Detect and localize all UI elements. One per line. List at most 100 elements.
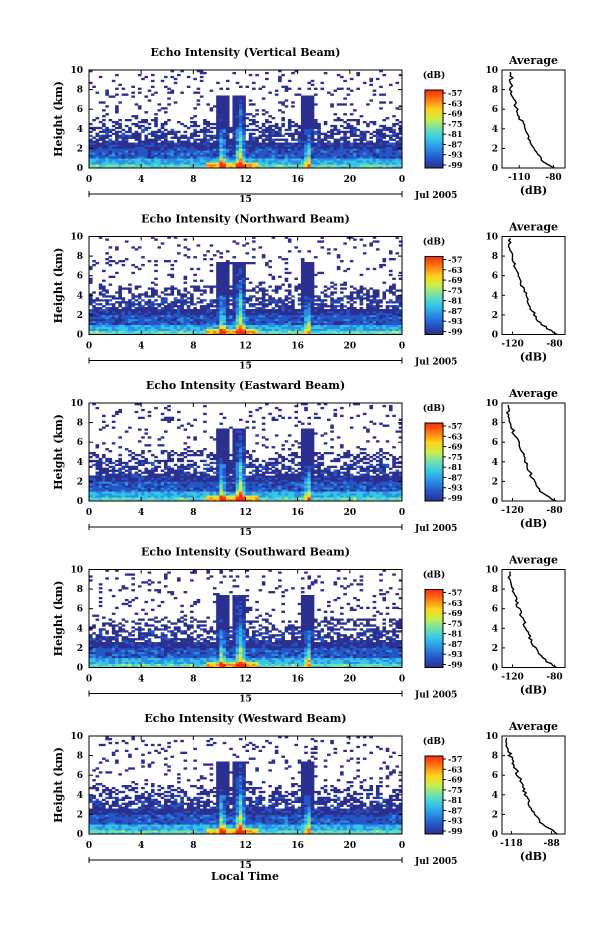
heatmap-cell: [232, 318, 237, 322]
heatmap-cell: [98, 469, 103, 472]
heatmap-cell: [170, 318, 175, 322]
heatmap-cell: [320, 307, 325, 310]
heatmap-cell: [349, 320, 354, 324]
heatmap-cell: [317, 312, 321, 316]
heatmap-cell: [242, 140, 246, 143]
heatmap-cell: [388, 101, 393, 104]
heatmap-cell: [281, 138, 285, 141]
heatmap-cell: [216, 328, 220, 331]
heatmap-cell: [388, 305, 393, 308]
heatmap-cell: [219, 103, 224, 106]
heatmap-cell: [369, 158, 374, 161]
heatmap-cell: [284, 330, 289, 333]
heatmap-cell: [300, 320, 305, 324]
heatmap-cell: [375, 77, 380, 81]
heatmap-cell: [291, 142, 295, 145]
heatmap-cell: [121, 150, 126, 153]
heatmap-cell: [225, 117, 230, 120]
heatmap-cell: [343, 156, 347, 159]
heatmap-cell: [327, 130, 331, 134]
heatmap-cell: [115, 307, 119, 310]
heatmap-cell: [209, 109, 214, 112]
heatmap-cell: [186, 314, 191, 318]
heatmap-cell: [108, 491, 113, 494]
heatmap-cell: [170, 140, 175, 143]
heatmap-cell: [115, 148, 119, 151]
heatmap-cell: [163, 150, 168, 153]
heatmap-cell: [349, 326, 354, 329]
heatmap-cell: [108, 256, 113, 259]
heatmap-cell: [203, 152, 207, 155]
heatmap-cell: [219, 111, 224, 114]
heatmap-cell: [89, 465, 93, 469]
heatmap-cell: [291, 150, 295, 153]
heatmap-cell: [177, 130, 181, 134]
heatmap-cell: [98, 471, 103, 474]
heatmap-cell: [203, 314, 207, 318]
heatmap-cell: [327, 162, 331, 165]
heatmap-cell: [216, 277, 220, 280]
heatmap-cell: [327, 332, 331, 335]
heatmap-cell: [330, 309, 334, 312]
heatmap-cell: [372, 130, 377, 134]
heatmap-cell: [95, 465, 100, 469]
heatmap-cell: [150, 152, 155, 155]
heatmap-cell: [248, 295, 253, 298]
heatmap-cell: [92, 332, 96, 335]
heatmap-cell: [382, 260, 387, 263]
heatmap-cell: [167, 332, 171, 335]
heatmap-cell: [222, 289, 227, 292]
heatmap-cell: [340, 283, 344, 286]
heatmap-cell: [300, 120, 305, 124]
heatmap-cell: [255, 316, 259, 320]
heatmap-cell: [128, 146, 132, 149]
heatmap-cell: [242, 134, 246, 137]
heatmap-cell: [225, 138, 230, 141]
heatmap-cell: [118, 408, 122, 412]
heatmap-cell: [131, 330, 135, 333]
heatmap-cell: [356, 289, 360, 292]
heatmap-cell: [225, 250, 230, 253]
heatmap-cell: [356, 87, 360, 90]
heatmap-cell: [98, 152, 103, 155]
heatmap-cell: [294, 166, 299, 169]
heatmap-cell: [193, 307, 197, 310]
panel-title: Echo Intensity (Vertical Beam): [150, 46, 340, 59]
heatmap-cell: [278, 126, 282, 130]
heatmap-cell: [398, 295, 403, 298]
heatmap-cell: [300, 293, 305, 296]
heatmap-cell: [369, 332, 374, 335]
heatmap-cell: [95, 326, 100, 329]
heatmap-cell: [255, 326, 259, 329]
heatmap-cell: [131, 320, 135, 324]
colorbar-tick-label: -87: [448, 139, 462, 149]
heatmap-cell: [356, 330, 360, 333]
heatmap-cell: [154, 299, 158, 302]
heatmap-cell: [216, 146, 220, 149]
heatmap-cell: [382, 128, 387, 132]
heatmap-cell: [222, 164, 227, 167]
heatmap-cell: [346, 309, 351, 312]
profile-x-tick-label: -120: [501, 340, 524, 350]
heatmap-cell: [258, 150, 263, 153]
heatmap-cell: [219, 119, 224, 122]
heatmap-cell: [287, 310, 292, 314]
heatmap-cell: [252, 318, 256, 322]
heatmap-cell: [144, 160, 149, 163]
heatmap-cell: [353, 301, 357, 304]
heatmap-cell: [395, 309, 400, 312]
heatmap-cell: [317, 140, 321, 143]
heatmap-cell: [124, 148, 129, 151]
heatmap-cell: [307, 166, 312, 169]
heatmap-cell: [206, 152, 210, 155]
heatmap-cell: [131, 263, 135, 267]
heatmap-cell: [190, 154, 194, 157]
heatmap-cell: [340, 303, 344, 306]
heatmap-cell: [304, 152, 308, 155]
heatmap-cell: [320, 81, 325, 85]
heatmap-cell: [222, 281, 227, 284]
heatmap-cell: [121, 318, 126, 322]
heatmap-cell: [212, 326, 217, 329]
heatmap-cell: [304, 101, 308, 104]
heatmap-cell: [392, 124, 396, 128]
